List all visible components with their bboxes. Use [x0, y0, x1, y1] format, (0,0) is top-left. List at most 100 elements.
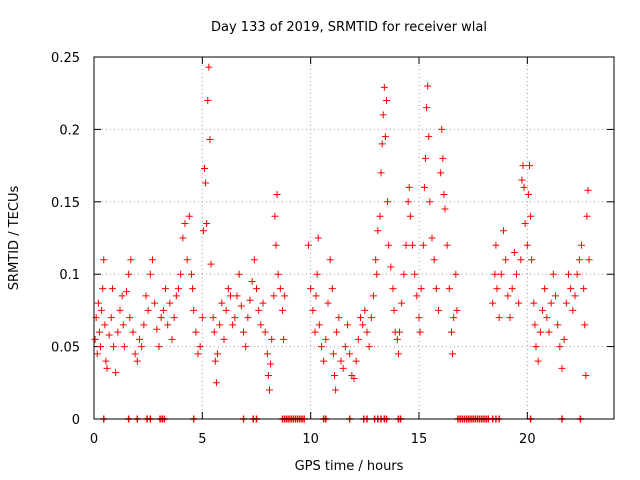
data-point [373, 270, 381, 278]
data-point [394, 350, 402, 358]
data-point [246, 296, 254, 304]
data-point [337, 357, 345, 365]
data-point [188, 270, 195, 278]
data-point [527, 212, 535, 220]
data-point [547, 299, 555, 307]
data-point [374, 227, 382, 235]
data-point [314, 234, 322, 242]
data-point [560, 335, 568, 343]
chart-title: Day 133 of 2019, SRMTID for receiver wla… [211, 20, 487, 35]
data-point [149, 256, 156, 264]
data-point [385, 241, 393, 249]
data-point [329, 350, 337, 358]
data-point [448, 328, 455, 336]
data-point [146, 270, 154, 278]
data-point [422, 154, 429, 162]
data-points [91, 63, 593, 394]
data-point [332, 386, 340, 394]
y-tick-label: 0 [72, 413, 80, 428]
data-point [416, 328, 424, 336]
data-point [428, 234, 436, 242]
data-point [449, 350, 457, 358]
data-point [183, 256, 191, 264]
data-point [390, 306, 398, 314]
data-point [136, 335, 143, 343]
data-point [372, 256, 380, 264]
data-point [502, 256, 510, 264]
y-tick-label: 0.25 [51, 51, 80, 66]
data-point [315, 321, 323, 329]
data-point [224, 285, 232, 293]
data-point [264, 372, 272, 380]
data-point [281, 292, 289, 300]
data-point [520, 183, 528, 191]
grid-lines [94, 57, 614, 419]
data-point [99, 285, 107, 293]
data-point [519, 162, 527, 170]
data-point [255, 306, 263, 314]
data-point [352, 357, 360, 365]
y-tick-label: 0.15 [51, 196, 80, 211]
data-point [341, 343, 349, 351]
data-point [202, 179, 210, 187]
data-point [210, 328, 218, 336]
data-point [311, 328, 319, 336]
data-point [248, 277, 256, 285]
data-point [168, 335, 176, 343]
data-point [138, 343, 146, 351]
data-point [207, 260, 215, 268]
data-point [153, 325, 161, 333]
data-point [97, 343, 104, 351]
x-tick-label: 10 [302, 432, 319, 447]
data-point [424, 82, 432, 90]
data-point [273, 191, 281, 199]
data-point [453, 306, 461, 314]
data-point [144, 306, 152, 314]
data-point [585, 256, 593, 264]
data-point [402, 241, 410, 249]
data-point [196, 343, 204, 351]
data-point [192, 328, 200, 336]
data-point [237, 302, 245, 310]
data-point [534, 357, 542, 365]
data-point [211, 357, 219, 365]
data-point [521, 220, 529, 228]
data-point [268, 335, 276, 343]
data-point [492, 241, 500, 249]
data-point [166, 299, 174, 307]
tick-labels: 0 5 10 15 20 0 0.05 0.1 0.15 0.2 0.25 [51, 51, 536, 447]
data-point [558, 364, 566, 372]
data-point [367, 314, 375, 322]
data-point [129, 328, 137, 336]
data-point [500, 227, 507, 235]
data-point [233, 292, 241, 300]
data-point [212, 379, 220, 387]
y-axis-label: SRMTID / TECUs [7, 186, 22, 291]
data-point [313, 270, 321, 278]
data-point [350, 374, 358, 382]
data-point [185, 212, 193, 220]
data-point [177, 270, 185, 278]
data-point [380, 83, 388, 91]
data-point [539, 306, 546, 314]
data-point [383, 96, 390, 104]
data-point [445, 285, 453, 293]
data-point [322, 335, 330, 343]
data-point [584, 186, 592, 194]
data-point [419, 241, 427, 249]
data-point [91, 335, 99, 343]
data-point [545, 328, 553, 336]
y-tick-label: 0.1 [59, 268, 80, 283]
data-point [318, 343, 325, 351]
data-point [94, 299, 102, 307]
data-point [326, 256, 334, 264]
data-point [357, 314, 364, 322]
data-point [439, 154, 447, 162]
data-point [272, 241, 280, 249]
data-point [365, 343, 373, 351]
data-point [108, 285, 116, 293]
data-point [263, 350, 271, 358]
data-point [218, 299, 226, 307]
data-point [413, 292, 421, 300]
data-point [384, 198, 392, 206]
